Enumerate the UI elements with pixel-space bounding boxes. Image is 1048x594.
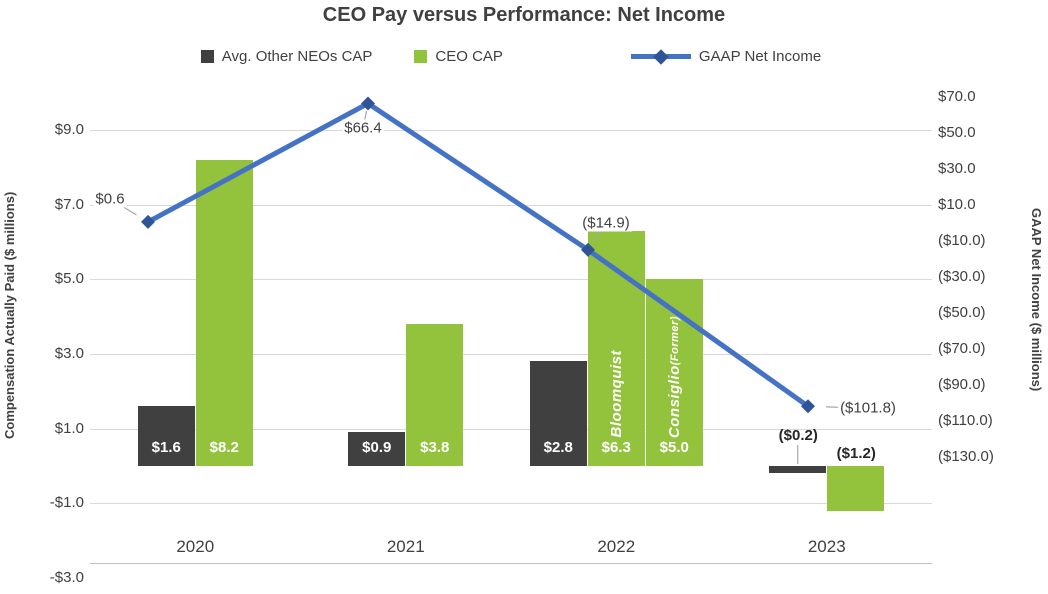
- x-axis-line: [90, 563, 932, 564]
- line-marker: [801, 399, 815, 414]
- x-category-label: 2022: [597, 537, 636, 556]
- legend-line-icon: [630, 48, 691, 65]
- bar-value-label: ($1.2): [836, 445, 876, 462]
- left-tick-label: $7.0: [54, 195, 84, 213]
- gridline: [90, 428, 932, 430]
- left-tick-label: -$1.0: [49, 494, 84, 512]
- right-tick-label: $30.0: [938, 160, 976, 177]
- right-axis-title: GAAP Net Income ($ millions): [1029, 208, 1044, 392]
- bar-value-label: ($0.2): [778, 427, 818, 444]
- line-marker: [361, 96, 375, 111]
- left-tick-label: -$3.0: [49, 569, 84, 586]
- left-tick-label: $9.0: [54, 121, 84, 138]
- legend-label-ceo-cap: CEO CAP: [435, 48, 503, 65]
- line-marker: [141, 214, 155, 229]
- x-category-label: 2020: [176, 537, 215, 556]
- chart-title: CEO Pay versus Performance: Net Income: [322, 4, 726, 26]
- right-tick-label: ($50.0): [938, 304, 986, 321]
- line-point-label: $66.4: [342, 119, 384, 137]
- gridline: [90, 503, 932, 505]
- right-tick-label: ($90.0): [938, 376, 986, 393]
- left-tick-label: $5.0: [54, 270, 84, 288]
- bar-name-vertical-label: Bloomquist: [588, 231, 645, 438]
- right-tick-label: $70.0: [938, 88, 976, 105]
- diamond-marker-icon: [653, 48, 669, 65]
- right-tick-label: ($130.0): [938, 448, 994, 465]
- legend: Avg. Other NEOs CAP CEO CAP GAAP Net Inc…: [90, 48, 932, 65]
- legend-square-neo-icon: [200, 50, 214, 63]
- legend-item-neo-cap: Avg. Other NEOs CAP: [200, 48, 373, 65]
- line-point-label: ($101.8): [838, 399, 898, 417]
- left-axis-title: Compensation Actually Paid ($ millions): [2, 191, 17, 439]
- legend-item-ceo-cap: CEO CAP: [414, 48, 503, 65]
- right-tick-label: ($110.0): [938, 412, 993, 429]
- left-tick-label: $1.0: [54, 419, 84, 437]
- legend-square-ceo-icon: [414, 50, 428, 63]
- left-tick-label: $3.0: [54, 345, 84, 362]
- bar-name-text: Bloomquist: [607, 350, 625, 438]
- bar-value-label: $0.9: [362, 439, 392, 456]
- bar-name-suffix: (Former): [668, 315, 681, 366]
- right-tick-label: $10.0: [938, 196, 976, 213]
- bar-avg-other-neos-cap: [137, 406, 195, 466]
- legend-item-gaap-net-income: GAAP Net Income: [630, 48, 822, 65]
- bar-ceo-cap: [195, 159, 253, 466]
- right-tick-label: ($10.0): [938, 232, 986, 249]
- right-tick-label: ($70.0): [938, 340, 986, 357]
- right-tick-label: $50.0: [938, 124, 976, 141]
- gridline: [90, 130, 932, 131]
- line-point-label: ($14.9): [580, 214, 632, 232]
- legend-label-gaap-net-income: GAAP Net Income: [698, 48, 822, 65]
- bar-value-label: $1.6: [151, 439, 181, 456]
- bar-value-label: $8.2: [209, 439, 239, 456]
- bar-avg-other-neos-cap: [348, 432, 406, 466]
- bar-ceo-cap: [827, 466, 885, 511]
- bar-value-label: $3.8: [420, 439, 450, 456]
- bar-avg-other-neos-cap: [769, 466, 827, 474]
- bar-value-label: $6.3: [601, 439, 631, 456]
- line-point-label: $0.6: [93, 190, 127, 208]
- right-tick-label: ($30.0): [938, 268, 986, 285]
- bar-name-vertical-label: Consiglio(Former): [646, 279, 703, 438]
- x-category-label: 2023: [807, 537, 846, 556]
- bar-value-label: $5.0: [659, 439, 689, 456]
- bar-value-label: $2.8: [543, 439, 573, 456]
- legend-label-neo-cap: Avg. Other NEOs CAP: [221, 48, 373, 65]
- x-category-label: 2021: [386, 537, 425, 556]
- bar-name-text: Consiglio(Former): [665, 315, 683, 438]
